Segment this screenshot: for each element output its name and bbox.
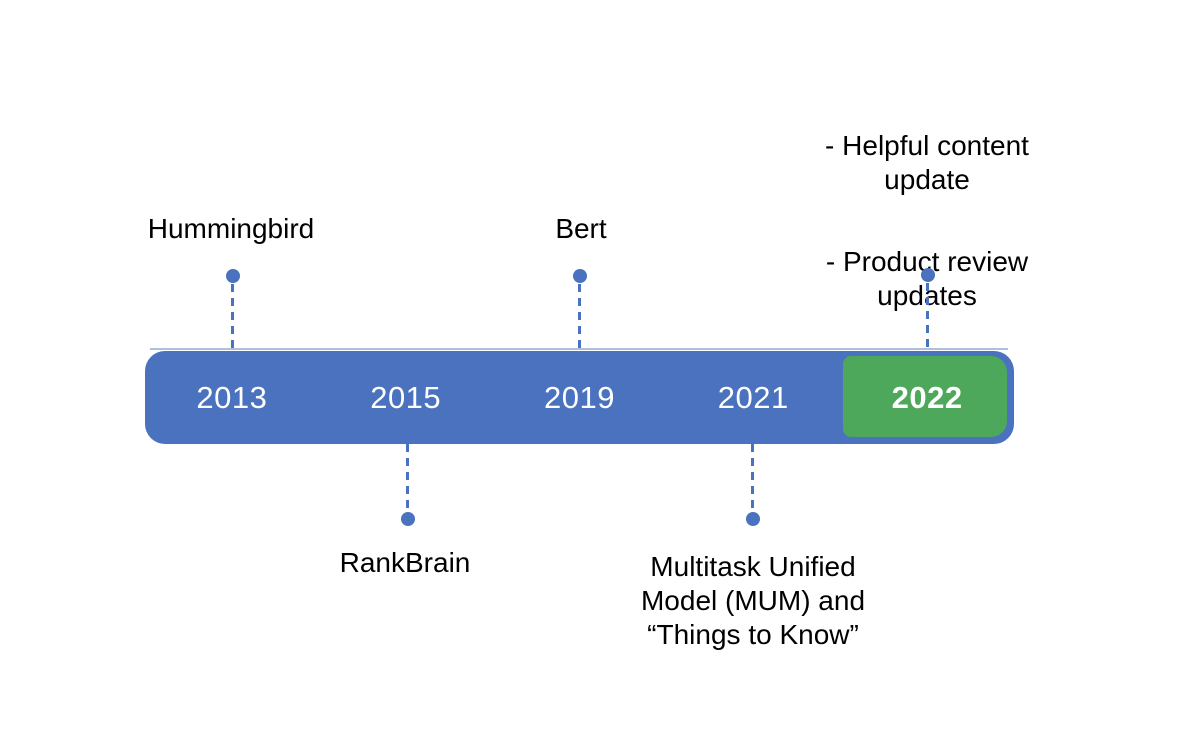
event-dot-hummingbird xyxy=(226,269,240,283)
timeline-axis-line xyxy=(150,348,1008,350)
event-connector-rankbrain xyxy=(406,444,409,510)
event-label-mum: Multitask Unified Model (MUM) and “Thing… xyxy=(640,551,866,650)
event-connector-mum xyxy=(751,444,754,510)
event-connector-2022 xyxy=(926,283,929,351)
year-label-2019: 2019 xyxy=(544,379,615,415)
highlight-segment-2022 xyxy=(843,356,1007,437)
event-dot-rankbrain xyxy=(401,512,415,526)
timeline-bar: 2013 2015 2019 2021 2022 xyxy=(145,351,1014,444)
event-label-hummingbird: Hummingbird xyxy=(147,213,315,244)
year-row: 2013 2015 2019 2021 2022 xyxy=(145,351,1014,444)
event-label-bert: Bert xyxy=(555,213,607,244)
event-dot-2022 xyxy=(921,268,935,282)
year-label-2013: 2013 xyxy=(196,379,268,415)
year-label-2015: 2015 xyxy=(370,379,442,415)
year-label-2021: 2021 xyxy=(717,379,789,415)
event-connector-bert xyxy=(578,284,581,351)
event-connector-hummingbird xyxy=(231,284,234,351)
year-label-2022: 2022 xyxy=(891,379,963,415)
event-dot-bert xyxy=(573,269,587,283)
event-label-rankbrain: RankBrain xyxy=(339,547,471,578)
bullet-helpful-content-update: - Helpful content update xyxy=(825,130,1029,195)
event-dot-mum xyxy=(746,512,760,526)
